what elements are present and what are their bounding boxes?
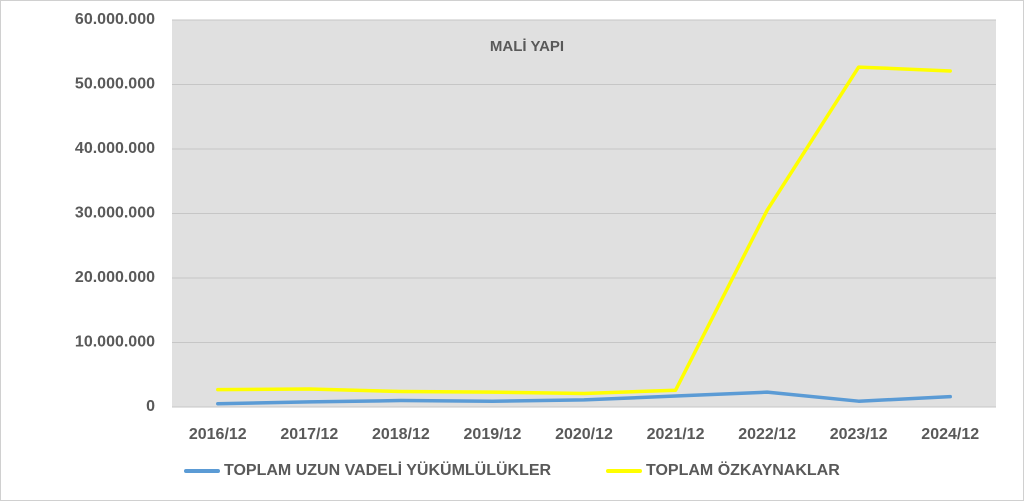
y-tick-label: 30.000.000: [75, 205, 155, 222]
y-tick-label: 0: [146, 398, 155, 415]
x-tick-label: 2019/12: [464, 426, 522, 443]
x-tick-label: 2022/12: [738, 426, 796, 443]
x-tick-label: 2023/12: [830, 426, 888, 443]
y-tick-label: 10.000.000: [75, 334, 155, 351]
legend-label: TOPLAM UZUN VADELİ YÜKÜMLÜLÜKLER: [224, 460, 552, 479]
x-tick-label: 2018/12: [372, 426, 430, 443]
y-tick-label: 40.000.000: [75, 140, 155, 157]
x-tick-label: 2016/12: [189, 426, 247, 443]
chart-title: MALİ YAPI: [490, 38, 564, 55]
y-tick-label: 20.000.000: [75, 269, 155, 286]
y-tick-label: 60.000.000: [75, 11, 155, 28]
series-line: [216, 390, 952, 406]
x-tick-label: 2024/12: [921, 426, 979, 443]
legend-label: TOPLAM ÖZKAYNAKLAR: [646, 460, 840, 479]
x-tick-label: 2021/12: [647, 426, 705, 443]
x-tick-label: 2017/12: [280, 426, 338, 443]
x-tick-label: 2020/12: [555, 426, 613, 443]
y-tick-label: 50.000.000: [75, 76, 155, 93]
series-line: [216, 65, 952, 396]
